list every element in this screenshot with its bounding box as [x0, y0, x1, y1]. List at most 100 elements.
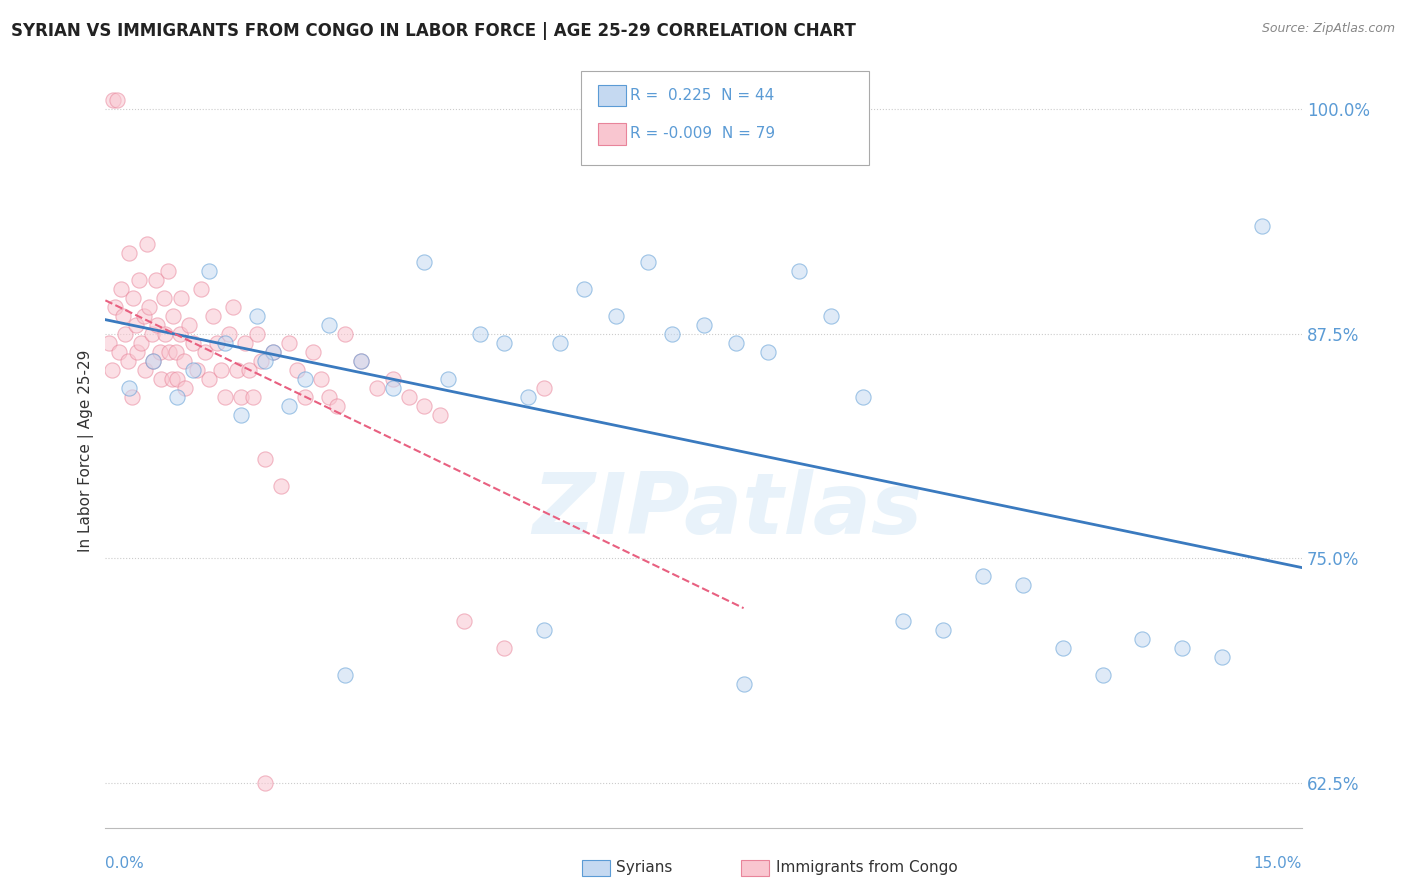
Point	[318, 318, 340, 332]
Point	[145, 273, 167, 287]
Point	[333, 326, 356, 341]
Point	[381, 380, 404, 394]
Point	[170, 291, 193, 305]
Point	[637, 254, 659, 268]
Point	[205, 335, 228, 350]
Point	[100, 362, 122, 376]
Point	[209, 362, 232, 376]
Point	[972, 569, 994, 583]
Point	[238, 362, 260, 376]
Point	[309, 371, 332, 385]
Point	[1132, 632, 1154, 647]
Point	[548, 335, 571, 350]
Text: SYRIAN VS IMMIGRANTS FROM CONGO IN LABOR FORCE | AGE 25-29 CORRELATION CHART: SYRIAN VS IMMIGRANTS FROM CONGO IN LABOR…	[11, 22, 856, 40]
Point	[152, 291, 174, 305]
Text: R =  0.225  N = 44: R = 0.225 N = 44	[630, 88, 775, 103]
Point	[262, 344, 284, 359]
Point	[1091, 668, 1114, 682]
Point	[453, 614, 475, 628]
Point	[333, 668, 356, 682]
Point	[470, 326, 492, 341]
Point	[135, 236, 157, 251]
Point	[301, 344, 323, 359]
Point	[108, 344, 131, 359]
Point	[233, 335, 256, 350]
Point	[166, 371, 188, 385]
Point	[294, 371, 316, 385]
Point	[381, 371, 404, 385]
Point	[437, 371, 460, 385]
Point	[214, 390, 236, 404]
Point	[572, 282, 595, 296]
Point	[229, 408, 252, 422]
Point	[218, 326, 240, 341]
Point	[146, 318, 169, 332]
Point	[533, 380, 555, 394]
Point	[173, 353, 195, 368]
Point	[246, 326, 269, 341]
Point	[429, 408, 451, 422]
Point	[1052, 641, 1074, 656]
Point	[190, 282, 212, 296]
Point	[202, 309, 225, 323]
Point	[138, 300, 160, 314]
Point	[789, 263, 811, 277]
Point	[129, 335, 152, 350]
Point	[270, 479, 292, 493]
Point	[820, 309, 842, 323]
Point	[194, 344, 217, 359]
Point	[277, 399, 299, 413]
Point	[285, 362, 308, 376]
Point	[852, 390, 875, 404]
Point	[366, 380, 388, 394]
Point	[156, 263, 179, 277]
Point	[162, 309, 184, 323]
Point	[1011, 578, 1033, 592]
Point	[413, 399, 436, 413]
Text: R = -0.009  N = 79: R = -0.009 N = 79	[630, 127, 775, 141]
Point	[105, 93, 128, 107]
Y-axis label: In Labor Force | Age 25-29: In Labor Force | Age 25-29	[79, 350, 94, 551]
Point	[350, 353, 373, 368]
Point	[294, 390, 316, 404]
Point	[229, 390, 252, 404]
Point	[141, 326, 163, 341]
Point	[198, 263, 221, 277]
Point	[114, 326, 136, 341]
Point	[179, 318, 201, 332]
Point	[160, 371, 183, 385]
Point	[104, 300, 127, 314]
Point	[226, 362, 249, 376]
Point	[413, 254, 436, 268]
Point	[98, 335, 121, 350]
Point	[246, 309, 269, 323]
Point	[693, 318, 716, 332]
Point	[149, 344, 172, 359]
Point	[262, 344, 284, 359]
Point	[198, 371, 221, 385]
Point	[134, 362, 156, 376]
Point	[186, 362, 208, 376]
Point	[128, 273, 150, 287]
Point	[169, 326, 191, 341]
Text: 0.0%: 0.0%	[105, 856, 145, 871]
Point	[250, 353, 273, 368]
Point	[494, 641, 516, 656]
Point	[122, 291, 145, 305]
Point	[242, 390, 264, 404]
Point	[277, 335, 299, 350]
Point	[724, 335, 747, 350]
Text: Source: ZipAtlas.com: Source: ZipAtlas.com	[1261, 22, 1395, 36]
Point	[174, 380, 197, 394]
Text: 15.0%: 15.0%	[1254, 856, 1302, 871]
Point	[127, 344, 149, 359]
Point	[150, 371, 173, 385]
Point	[891, 614, 914, 628]
Point	[132, 309, 155, 323]
Point	[166, 390, 188, 404]
Point	[142, 353, 165, 368]
Point	[142, 353, 165, 368]
Point	[117, 353, 139, 368]
Point	[325, 399, 347, 413]
Point	[103, 93, 125, 107]
